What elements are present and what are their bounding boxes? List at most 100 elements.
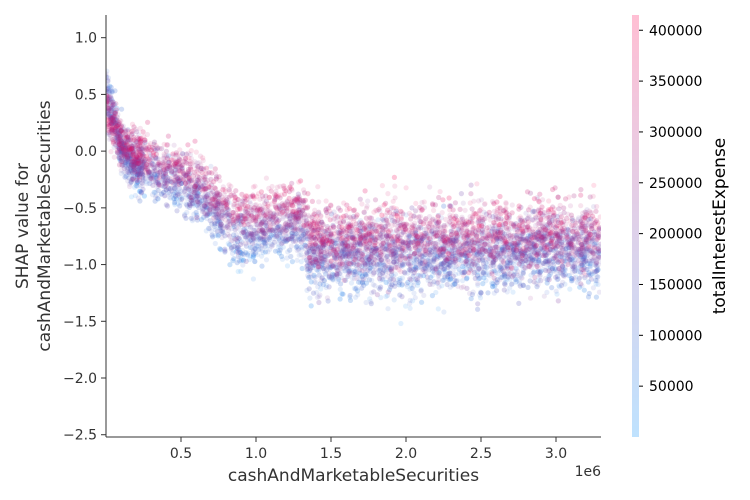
scatter-point — [419, 299, 425, 305]
scatter-point — [355, 292, 361, 298]
scatter-point — [174, 208, 180, 214]
scatter-point — [407, 305, 413, 311]
scatter-point — [447, 247, 453, 253]
scatter-point — [538, 268, 544, 274]
scatter-point — [429, 293, 435, 299]
scatter-point — [484, 269, 490, 276]
scatter-point — [367, 296, 373, 302]
scatter-point — [447, 270, 453, 276]
scatter-point — [137, 188, 143, 194]
scatter-point — [478, 290, 484, 296]
scatter-point — [391, 259, 397, 265]
scatter-point — [552, 266, 558, 272]
scatter-point — [240, 256, 246, 263]
scatter-point — [119, 106, 125, 112]
scatter-point — [463, 266, 469, 272]
scatter-point — [580, 249, 586, 255]
scatter-point — [553, 288, 559, 294]
scatter-point — [512, 255, 518, 261]
scatter-point — [351, 285, 357, 291]
scatter-point — [122, 152, 128, 158]
scatter-point — [358, 228, 364, 235]
scatter-point — [131, 162, 138, 168]
scatter-point — [260, 250, 266, 256]
scatter-point — [557, 254, 564, 260]
scatter-point — [382, 242, 388, 248]
scatter-point — [396, 277, 403, 284]
scatter-point — [250, 253, 256, 259]
scatter-point — [326, 274, 332, 280]
scatter-point — [127, 156, 133, 162]
scatter-point — [503, 254, 510, 260]
scatter-point — [586, 270, 592, 276]
scatter-point — [418, 287, 424, 293]
scatter-point — [544, 280, 550, 286]
scatter-point — [337, 296, 343, 302]
scatter-point — [594, 278, 600, 284]
scatter-point — [415, 282, 421, 288]
scatter-point — [191, 203, 197, 209]
scatter-point — [243, 250, 249, 256]
scatter-point — [118, 149, 124, 155]
scatter-point — [503, 279, 509, 286]
scatter-point — [135, 159, 141, 165]
scatter-point — [430, 268, 436, 274]
scatter-point — [110, 99, 116, 105]
scatter-point — [475, 301, 481, 307]
scatter-point — [299, 227, 305, 233]
scatter-point — [252, 258, 258, 265]
scatter-point — [509, 281, 515, 287]
scatter-point — [410, 298, 416, 304]
scatter-point — [418, 288, 424, 294]
scatter-point — [326, 265, 332, 271]
scatter-point — [316, 299, 322, 306]
scatter-point — [308, 271, 314, 277]
scatter-point — [110, 99, 116, 105]
scatter-point — [507, 260, 513, 266]
scatter-point — [433, 289, 439, 296]
scatter-point — [499, 244, 505, 250]
scatter-point — [489, 280, 495, 286]
scatter-point — [302, 242, 308, 248]
scatter-point — [215, 233, 221, 239]
scatter-point — [383, 279, 389, 285]
scatter-point — [299, 265, 305, 272]
scatter-point — [404, 283, 410, 290]
scatter-point — [568, 275, 575, 282]
scatter-point — [209, 211, 215, 217]
scatter-point — [354, 242, 361, 248]
scatter-point — [265, 249, 271, 255]
scatter-point — [581, 257, 587, 263]
scatter-point — [593, 281, 599, 287]
scatter-point — [504, 263, 510, 269]
scatter-point — [403, 303, 409, 309]
scatter-point — [538, 268, 544, 274]
scatter-point — [491, 258, 497, 264]
scatter-point — [134, 179, 140, 185]
scatter-point — [581, 287, 587, 293]
scatter-point — [505, 247, 511, 253]
scatter-point — [529, 248, 535, 254]
scatter-point — [463, 254, 469, 260]
scatter-point — [585, 279, 592, 285]
scatter-point — [294, 247, 300, 254]
scatter-point — [513, 265, 519, 271]
scatter-point — [333, 240, 339, 247]
scatter-point — [441, 238, 447, 244]
scatter-point — [371, 242, 377, 248]
scatter-point — [517, 283, 523, 289]
scatter-point — [136, 172, 143, 178]
scatter-point — [233, 249, 239, 255]
scatter-point — [238, 241, 244, 248]
scatter-point — [399, 282, 405, 288]
scatter-point — [368, 301, 374, 307]
scatter-point — [581, 287, 587, 293]
scatter-point — [116, 143, 122, 149]
scatter-point — [204, 206, 210, 212]
scatter-point — [219, 234, 225, 241]
scatter-point — [155, 196, 161, 202]
scatter-point — [441, 203, 447, 209]
scatter-point — [198, 217, 205, 223]
scatter-point — [231, 224, 237, 230]
scatter-point — [598, 241, 601, 247]
